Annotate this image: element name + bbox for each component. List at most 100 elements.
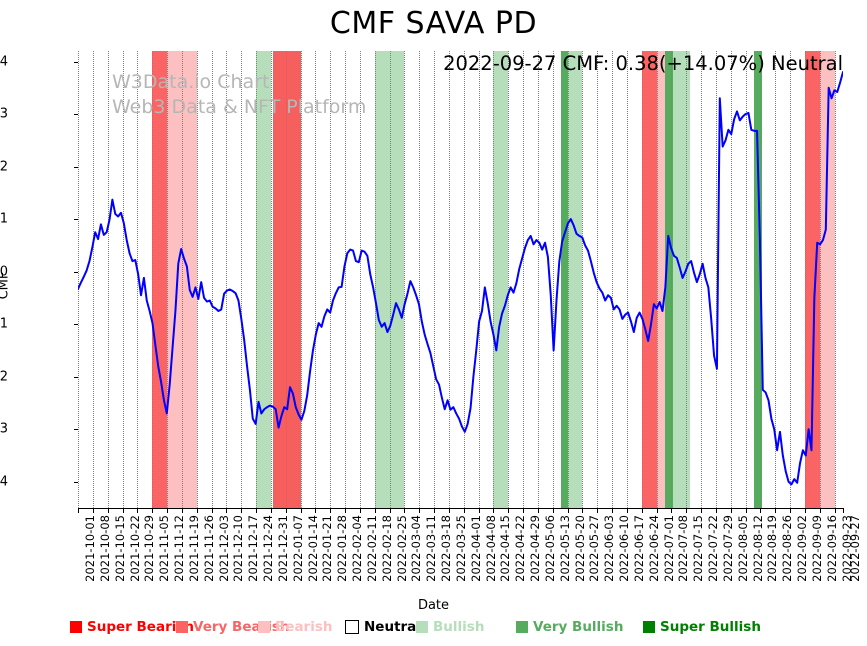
x-tick-label: 2022-04-08 [483, 515, 498, 582]
legend-item[interactable]: Super Bullish [643, 619, 761, 635]
legend-item[interactable]: Neutral [345, 619, 421, 635]
x-tick-label: 2022-07-22 [706, 515, 721, 582]
x-tick-mark [819, 508, 821, 513]
x-tick-label: 2022-01-28 [335, 515, 350, 582]
x-tick-mark [448, 508, 450, 513]
y-tick-label: −0.3 [0, 421, 8, 437]
signal-band [641, 51, 657, 508]
chart-title: CMF SAVA PD [329, 6, 538, 41]
x-tick-label: 2022-06-10 [617, 515, 632, 582]
legend-item[interactable]: Super Bearish [70, 619, 194, 635]
legend-label: Super Bearish [87, 619, 194, 635]
gridline-vertical [552, 51, 554, 508]
signal-band [664, 51, 674, 508]
x-tick-mark [760, 508, 762, 513]
x-tick-mark [330, 508, 332, 513]
x-tick-mark [434, 508, 435, 513]
gridline-vertical [300, 51, 302, 508]
legend-item[interactable]: Bullish [416, 619, 484, 635]
gridline-vertical [567, 51, 569, 508]
x-tick-mark [211, 508, 213, 513]
gridline-vertical [256, 51, 257, 508]
x-tick-mark [478, 508, 480, 513]
x-tick-mark [804, 508, 806, 513]
legend-label: Very Bullish [533, 619, 624, 635]
x-tick-label: 2021-11-05 [157, 515, 172, 582]
x-tick-mark [612, 508, 614, 513]
legend-label: Bearish [275, 619, 333, 635]
legend-swatch [516, 621, 528, 633]
gridline-vertical [745, 51, 747, 508]
gridline-vertical [537, 51, 539, 508]
x-tick-mark [315, 508, 317, 513]
signal-band [272, 51, 301, 508]
x-tick-label: 2022-07-29 [720, 515, 735, 582]
x-tick-label: 2022-08-05 [735, 515, 750, 582]
legend-item[interactable]: Bearish [258, 619, 333, 635]
legend-swatch [345, 620, 359, 634]
x-tick-label: 2022-04-29 [528, 515, 542, 582]
y-tick-mark [74, 271, 79, 273]
x-tick-label: 2022-04-01 [468, 515, 483, 582]
gridline-vertical [671, 51, 673, 508]
gridline-vertical [597, 51, 599, 508]
gridline-vertical [330, 51, 332, 508]
gridline-vertical [78, 51, 79, 508]
x-tick-mark [78, 508, 79, 513]
x-tick-mark [345, 508, 346, 513]
gridline-vertical [656, 51, 658, 508]
x-tick-label: 2022-07-01 [661, 515, 676, 582]
legend-label: Bullish [433, 619, 485, 635]
gridline-vertical [834, 51, 836, 508]
x-tick-mark [270, 508, 272, 513]
y-tick-label: −0.4 [0, 474, 8, 490]
x-tick-label: 2022-05-13 [557, 515, 572, 582]
gridline-vertical [448, 51, 450, 508]
x-tick-label: 2021-12-31 [275, 515, 290, 582]
gridline-vertical [775, 51, 777, 508]
y-tick-label: −0.1 [0, 316, 8, 332]
signal-band [561, 51, 568, 508]
legend-item[interactable]: Very Bullish [516, 619, 623, 635]
legend-swatch [258, 621, 270, 633]
y-tick-label: 0.3 [0, 106, 8, 122]
x-tick-label: 2021-12-03 [216, 515, 231, 582]
gridline-vertical [285, 51, 287, 508]
x-tick-label: 2021-12-17 [246, 515, 261, 582]
x-axis-label: Date [417, 598, 450, 613]
series-line-cmf [78, 71, 843, 486]
x-tick-label: 2022-07-15 [691, 515, 706, 582]
x-tick-mark [508, 508, 510, 513]
gridline-vertical [196, 51, 198, 508]
gridline-vertical [508, 51, 510, 508]
gridline-vertical [389, 51, 391, 508]
gridline-vertical [804, 51, 806, 508]
signal-band [819, 51, 835, 508]
x-tick-mark [359, 508, 361, 513]
x-tick-mark [582, 508, 584, 513]
x-tick-label: 2022-01-07 [290, 515, 305, 582]
legend-swatch [70, 621, 82, 633]
legend-label: Neutral [364, 619, 421, 635]
x-tick-label: 2022-01-21 [320, 515, 335, 582]
x-tick-mark [552, 508, 554, 513]
x-tick-label: 2022-04-15 [498, 515, 513, 582]
x-tick-mark [730, 508, 732, 513]
gridline-vertical [819, 51, 821, 508]
x-tick-label: 2021-11-26 [201, 515, 216, 582]
y-tick-mark [74, 429, 79, 431]
gridline-vertical [211, 51, 213, 508]
gridline-vertical [122, 51, 124, 508]
x-tick-mark [715, 508, 717, 513]
x-tick-label: 2021-11-12 [172, 515, 186, 582]
x-tick-label: 2021-12-10 [231, 515, 246, 582]
x-tick-mark [843, 508, 844, 513]
gridline-vertical [790, 51, 792, 508]
y-tick-mark [74, 376, 79, 378]
x-tick-label: 2022-01-14 [305, 515, 320, 582]
x-tick-label: 2022-06-17 [631, 515, 646, 582]
x-tick-label: 2021-10-22 [127, 515, 142, 582]
gridline-vertical [374, 51, 376, 508]
gridline-vertical [167, 51, 168, 508]
y-tick-label: 0.1 [0, 211, 8, 227]
